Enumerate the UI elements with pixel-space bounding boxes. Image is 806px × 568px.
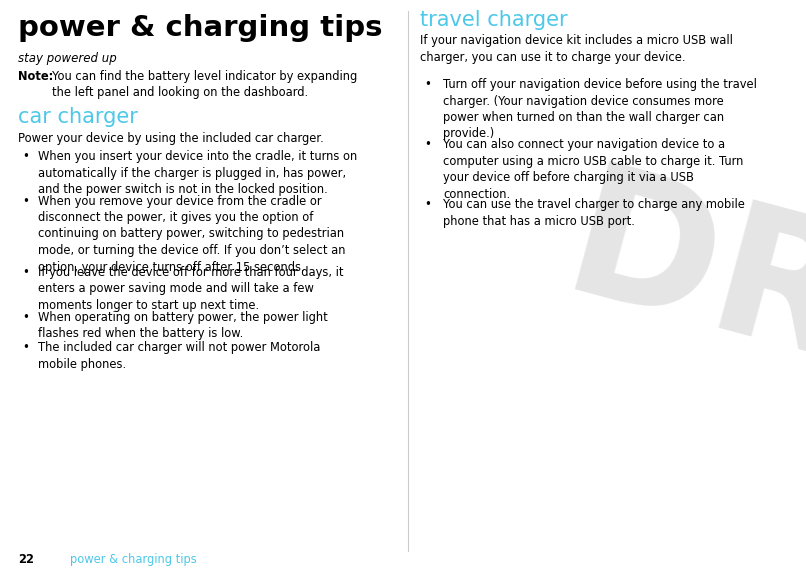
Text: If your navigation device kit includes a micro USB wall
charger, you can use it : If your navigation device kit includes a…	[420, 34, 733, 64]
Text: •: •	[22, 150, 29, 163]
Text: •: •	[22, 266, 29, 279]
Text: Note:: Note:	[18, 70, 53, 83]
Text: car charger: car charger	[18, 107, 138, 127]
Text: •: •	[424, 78, 431, 91]
Text: You can use the travel charger to charge any mobile
phone that has a micro USB p: You can use the travel charger to charge…	[443, 198, 745, 228]
Text: If you leave the device off for more than four days, it
enters a power saving mo: If you leave the device off for more tha…	[38, 266, 343, 312]
Text: You can also connect your navigation device to a
computer using a micro USB cabl: You can also connect your navigation dev…	[443, 138, 743, 201]
Text: DRAFT: DRAFT	[548, 155, 806, 500]
Text: •: •	[22, 341, 29, 354]
Text: When you remove your device from the cradle or
disconnect the power, it gives yo: When you remove your device from the cra…	[38, 194, 346, 274]
Text: When you insert your device into the cradle, it turns on
automatically if the ch: When you insert your device into the cra…	[38, 150, 357, 196]
Text: Turn off your navigation device before using the travel
charger. (Your navigatio: Turn off your navigation device before u…	[443, 78, 757, 140]
Text: The included car charger will not power Motorola
mobile phones.: The included car charger will not power …	[38, 341, 320, 371]
Text: When operating on battery power, the power light
flashes red when the battery is: When operating on battery power, the pow…	[38, 311, 328, 340]
Text: Power your device by using the included car charger.: Power your device by using the included …	[18, 132, 324, 145]
Text: 22: 22	[18, 553, 34, 566]
Text: power & charging tips: power & charging tips	[70, 553, 197, 566]
Text: •: •	[424, 198, 431, 211]
Text: •: •	[424, 138, 431, 151]
Text: •: •	[22, 311, 29, 324]
Text: You can find the battery level indicator by expanding
the left panel and looking: You can find the battery level indicator…	[52, 70, 357, 99]
Text: stay powered up: stay powered up	[18, 52, 117, 65]
Text: travel charger: travel charger	[420, 10, 567, 30]
Text: •: •	[22, 194, 29, 207]
Text: power & charging tips: power & charging tips	[18, 14, 383, 42]
